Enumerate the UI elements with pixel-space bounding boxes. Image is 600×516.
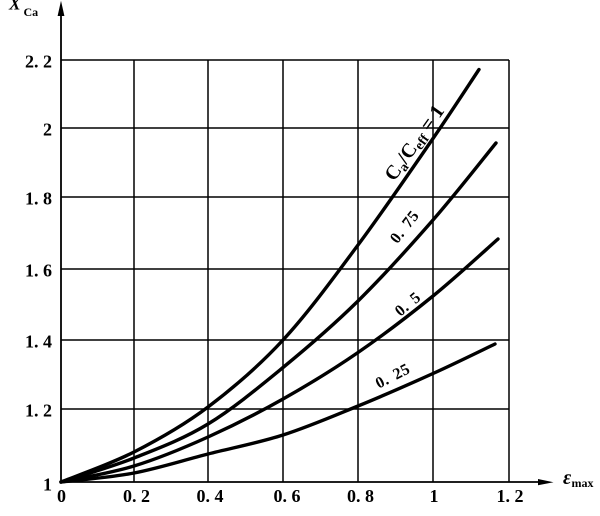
svg-text:1. 6: 1. 6 — [25, 260, 52, 280]
svg-text:1. 2: 1. 2 — [25, 400, 52, 420]
svg-text:0: 0 — [57, 486, 66, 506]
svg-text:ε: ε — [563, 467, 572, 489]
svg-text:1. 8: 1. 8 — [25, 188, 52, 208]
svg-text:1. 2: 1. 2 — [497, 486, 524, 506]
svg-text:0. 4: 0. 4 — [197, 486, 224, 506]
svg-text:Ca: Ca — [24, 5, 39, 19]
svg-text:0. 2: 0. 2 — [123, 486, 150, 506]
svg-text:1. 4: 1. 4 — [25, 331, 52, 351]
svg-text:X: X — [8, 0, 22, 14]
svg-text:0. 8: 0. 8 — [347, 486, 374, 506]
svg-text:max: max — [572, 476, 594, 490]
svg-text:1: 1 — [43, 474, 52, 494]
svg-text:0. 6: 0. 6 — [274, 486, 301, 506]
svg-text:1: 1 — [430, 486, 439, 506]
svg-text:2. 2: 2. 2 — [25, 51, 52, 71]
svg-text:2: 2 — [43, 119, 52, 139]
